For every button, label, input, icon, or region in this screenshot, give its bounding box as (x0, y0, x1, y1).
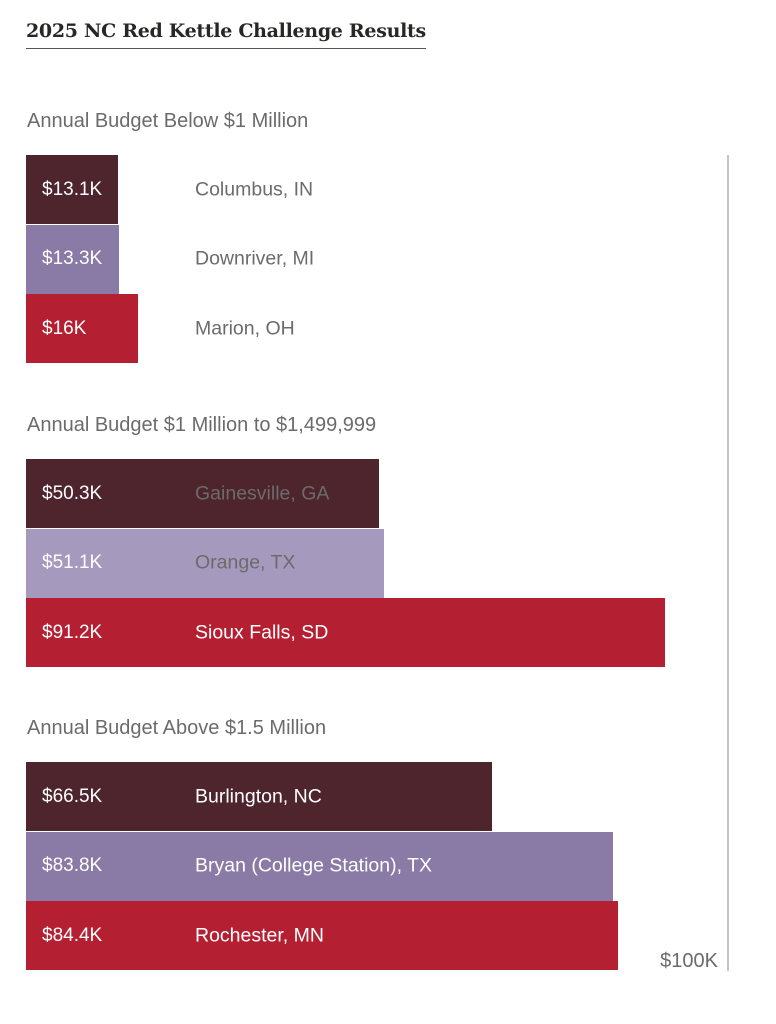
bar: $84.4K (26, 901, 618, 970)
bar-value-label: $91.2K (42, 621, 103, 643)
bar-value-label: $50.3K (42, 482, 103, 504)
bar-category-label: Gainesville, GA (195, 482, 330, 505)
chart-title: 2025 NC Red Kettle Challenge Results (26, 20, 426, 49)
axis-max-label: $100K (660, 950, 718, 972)
bar-category-label: Downriver, MI (195, 247, 315, 270)
group-label: Annual Budget Above $1.5 Million (27, 717, 327, 739)
bar-category-label: Sioux Falls, SD (195, 621, 329, 644)
bar-category-label: Orange, TX (195, 551, 296, 574)
bar: $13.1K (26, 155, 118, 224)
bar-value-label: $51.1K (42, 552, 103, 573)
bar: $66.5K (26, 762, 493, 831)
bar-value-label: $66.5K (42, 785, 103, 807)
bar: $83.8K (26, 831, 614, 901)
bar-value-label: $13.1K (42, 178, 103, 200)
bar: $50.3K (26, 459, 379, 528)
bar-category-label: Columbus, IN (195, 178, 314, 201)
bar: $91.2K (26, 598, 666, 667)
bar-category-label: Bryan (College Station), TX (195, 854, 432, 877)
bar-value-label: $13.3K (42, 248, 103, 269)
bar-category-label: Marion, OH (195, 317, 295, 340)
bar-category-label: Rochester, MN (195, 924, 324, 947)
bar-value-label: $83.8K (42, 855, 103, 876)
bar-value-label: $16K (42, 317, 87, 339)
bar: $16K (26, 294, 139, 363)
bar: $13.3K (26, 224, 120, 294)
bar: $51.1K (26, 528, 385, 598)
bar-value-label: $84.4K (42, 924, 103, 946)
group-label: Annual Budget Below $1 Million (27, 110, 309, 132)
bar-category-label: Burlington, NC (195, 785, 322, 808)
group-label: Annual Budget $1 Million to $1,499,999 (27, 414, 377, 436)
axis-max-line (727, 155, 729, 971)
